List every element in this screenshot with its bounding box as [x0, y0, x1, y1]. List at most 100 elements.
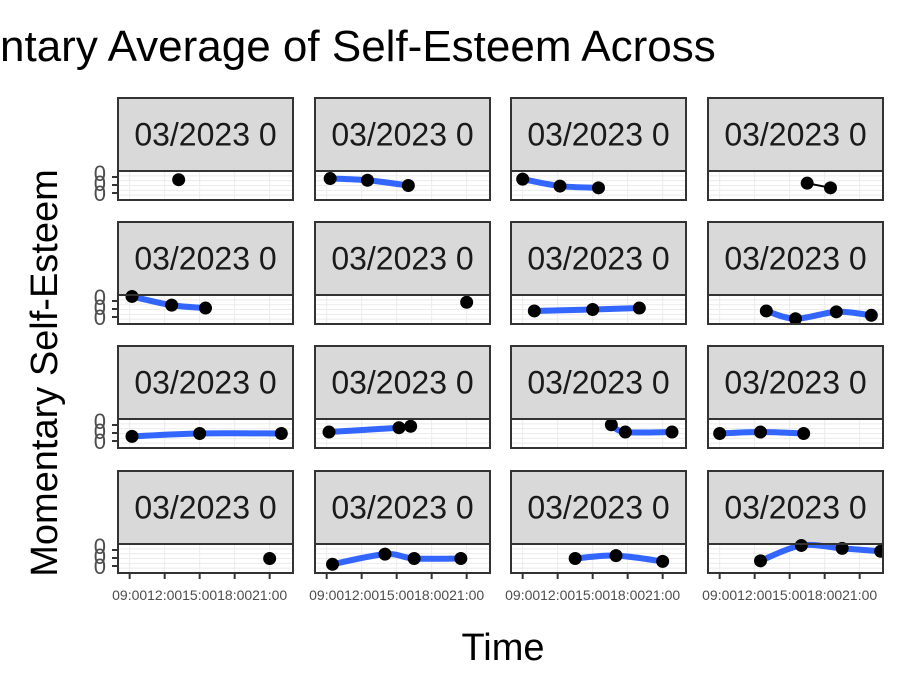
facet-strip: [117, 97, 294, 172]
y-tick-label: 0: [94, 161, 106, 186]
panel-border: [510, 418, 687, 449]
data-point: [797, 427, 811, 440]
x-tick-label: 12:00: [540, 587, 575, 603]
panel-border: [314, 418, 491, 449]
panel-data: [125, 289, 212, 315]
data-point: [864, 308, 878, 322]
x-tick-label: 21:00: [252, 587, 287, 603]
facet-strip-label: 03/2023 0: [331, 241, 473, 277]
data-point: [263, 552, 277, 565]
y-tick-label: 0: [94, 554, 106, 579]
data-point: [789, 312, 802, 324]
facet-strip-label: 03/2023 0: [331, 365, 473, 401]
data-point: [800, 176, 814, 190]
panel-border: [707, 418, 884, 449]
panel-border: [314, 543, 491, 574]
data-point: [754, 425, 767, 439]
data-point: [829, 305, 843, 319]
data-point: [172, 173, 186, 187]
data-point: [193, 427, 207, 440]
data-point: [754, 554, 767, 568]
facet-strip-label: 03/2023 0: [134, 365, 276, 401]
x-tick-label: 09:00: [702, 587, 737, 603]
x-tick-label: 12:00: [344, 587, 379, 603]
facet-strip: [117, 345, 294, 420]
data-point: [407, 552, 421, 565]
facet-panel: 03/2023 0: [707, 221, 884, 325]
data-point: [165, 298, 179, 312]
panel-border: [314, 294, 491, 325]
facet-strip: [314, 470, 491, 545]
data-point: [604, 418, 618, 432]
panel-grid: [708, 419, 883, 448]
data-point: [516, 172, 530, 186]
facet-panel: 03/2023 0: [314, 470, 491, 574]
panel-data: [322, 419, 418, 439]
panel-data: [516, 172, 605, 195]
panel-data: [713, 425, 811, 440]
facet-panel: 03/2023 0: [117, 221, 294, 325]
facet-panel: 03/2023 0: [117, 470, 294, 574]
facet-panel: 03/2023 0: [314, 221, 491, 325]
x-tick-label: 21:00: [645, 587, 680, 603]
x-tick-label: 12:00: [737, 587, 772, 603]
panel-data: [604, 418, 679, 439]
panel-data: [568, 549, 670, 568]
facet-panel: 03/2023 0: [707, 470, 884, 574]
x-tick-label: 15:00: [575, 587, 610, 603]
x-tick-label: 18:00: [807, 587, 842, 603]
facet-strip-label: 03/2023 0: [724, 241, 866, 277]
data-point: [454, 552, 468, 565]
x-tick-label: 09:00: [505, 587, 540, 603]
facet-strip-label: 03/2023 0: [724, 365, 866, 401]
data-point: [392, 421, 406, 435]
data-point: [125, 289, 139, 303]
data-point: [326, 557, 339, 571]
y-tick-label: 0: [94, 409, 106, 434]
facet-strip-label: 03/2023 0: [331, 117, 473, 153]
data-point: [835, 541, 849, 555]
x-tick-label: 18:00: [217, 587, 252, 603]
data-point: [665, 425, 679, 439]
y-tick-label: 0: [94, 285, 106, 310]
data-point: [125, 429, 139, 443]
data-point: [794, 538, 808, 552]
data-point: [199, 301, 212, 315]
facet-strip: [707, 345, 884, 420]
chart-title: ntary Average of Self-Esteem Across: [0, 22, 716, 71]
data-point: [378, 547, 392, 561]
y-tick-label: 0: [94, 544, 106, 569]
facet-strip-label: 03/2023 0: [134, 117, 276, 153]
panel-data: [326, 547, 468, 571]
facet-panel: 03/2023 0: [314, 97, 491, 201]
y-tick-label: 0: [94, 429, 106, 454]
panel-border: [707, 543, 884, 574]
data-point: [322, 425, 336, 439]
facet-strip: [510, 221, 687, 296]
facet-strip-label: 03/2023 0: [331, 490, 473, 526]
y-tick-label: 0: [94, 171, 106, 196]
x-axis-title: Time: [461, 627, 544, 669]
panel-grid: [118, 171, 293, 200]
data-point: [592, 181, 605, 195]
data-point: [656, 554, 670, 568]
facet-strip: [117, 470, 294, 545]
facet-panels: 03/2023 0 03/2023 0 03/2023 0 03/2023 0 03/2…: [117, 97, 884, 574]
facet-panel: 03/2023 0: [117, 97, 294, 201]
smooth-line: [757, 541, 883, 564]
facet-strip-label: 03/2023 0: [527, 117, 669, 153]
panel-border: [707, 294, 884, 325]
facet-strip-label: 03/2023 0: [134, 490, 276, 526]
facet-strip-label: 03/2023 0: [724, 490, 866, 526]
smooth-line: [763, 307, 875, 322]
facet-panel: 03/2023 0: [707, 345, 884, 449]
facet-strip: [707, 470, 884, 545]
data-point: [323, 172, 337, 186]
facet-panel: 03/2023 0: [117, 345, 294, 449]
data-point: [632, 301, 646, 315]
facet-panel: 03/2023 0: [510, 221, 687, 325]
panel-border: [707, 170, 884, 201]
panel-data: [263, 552, 277, 565]
facet-strip-label: 03/2023 0: [134, 241, 276, 277]
